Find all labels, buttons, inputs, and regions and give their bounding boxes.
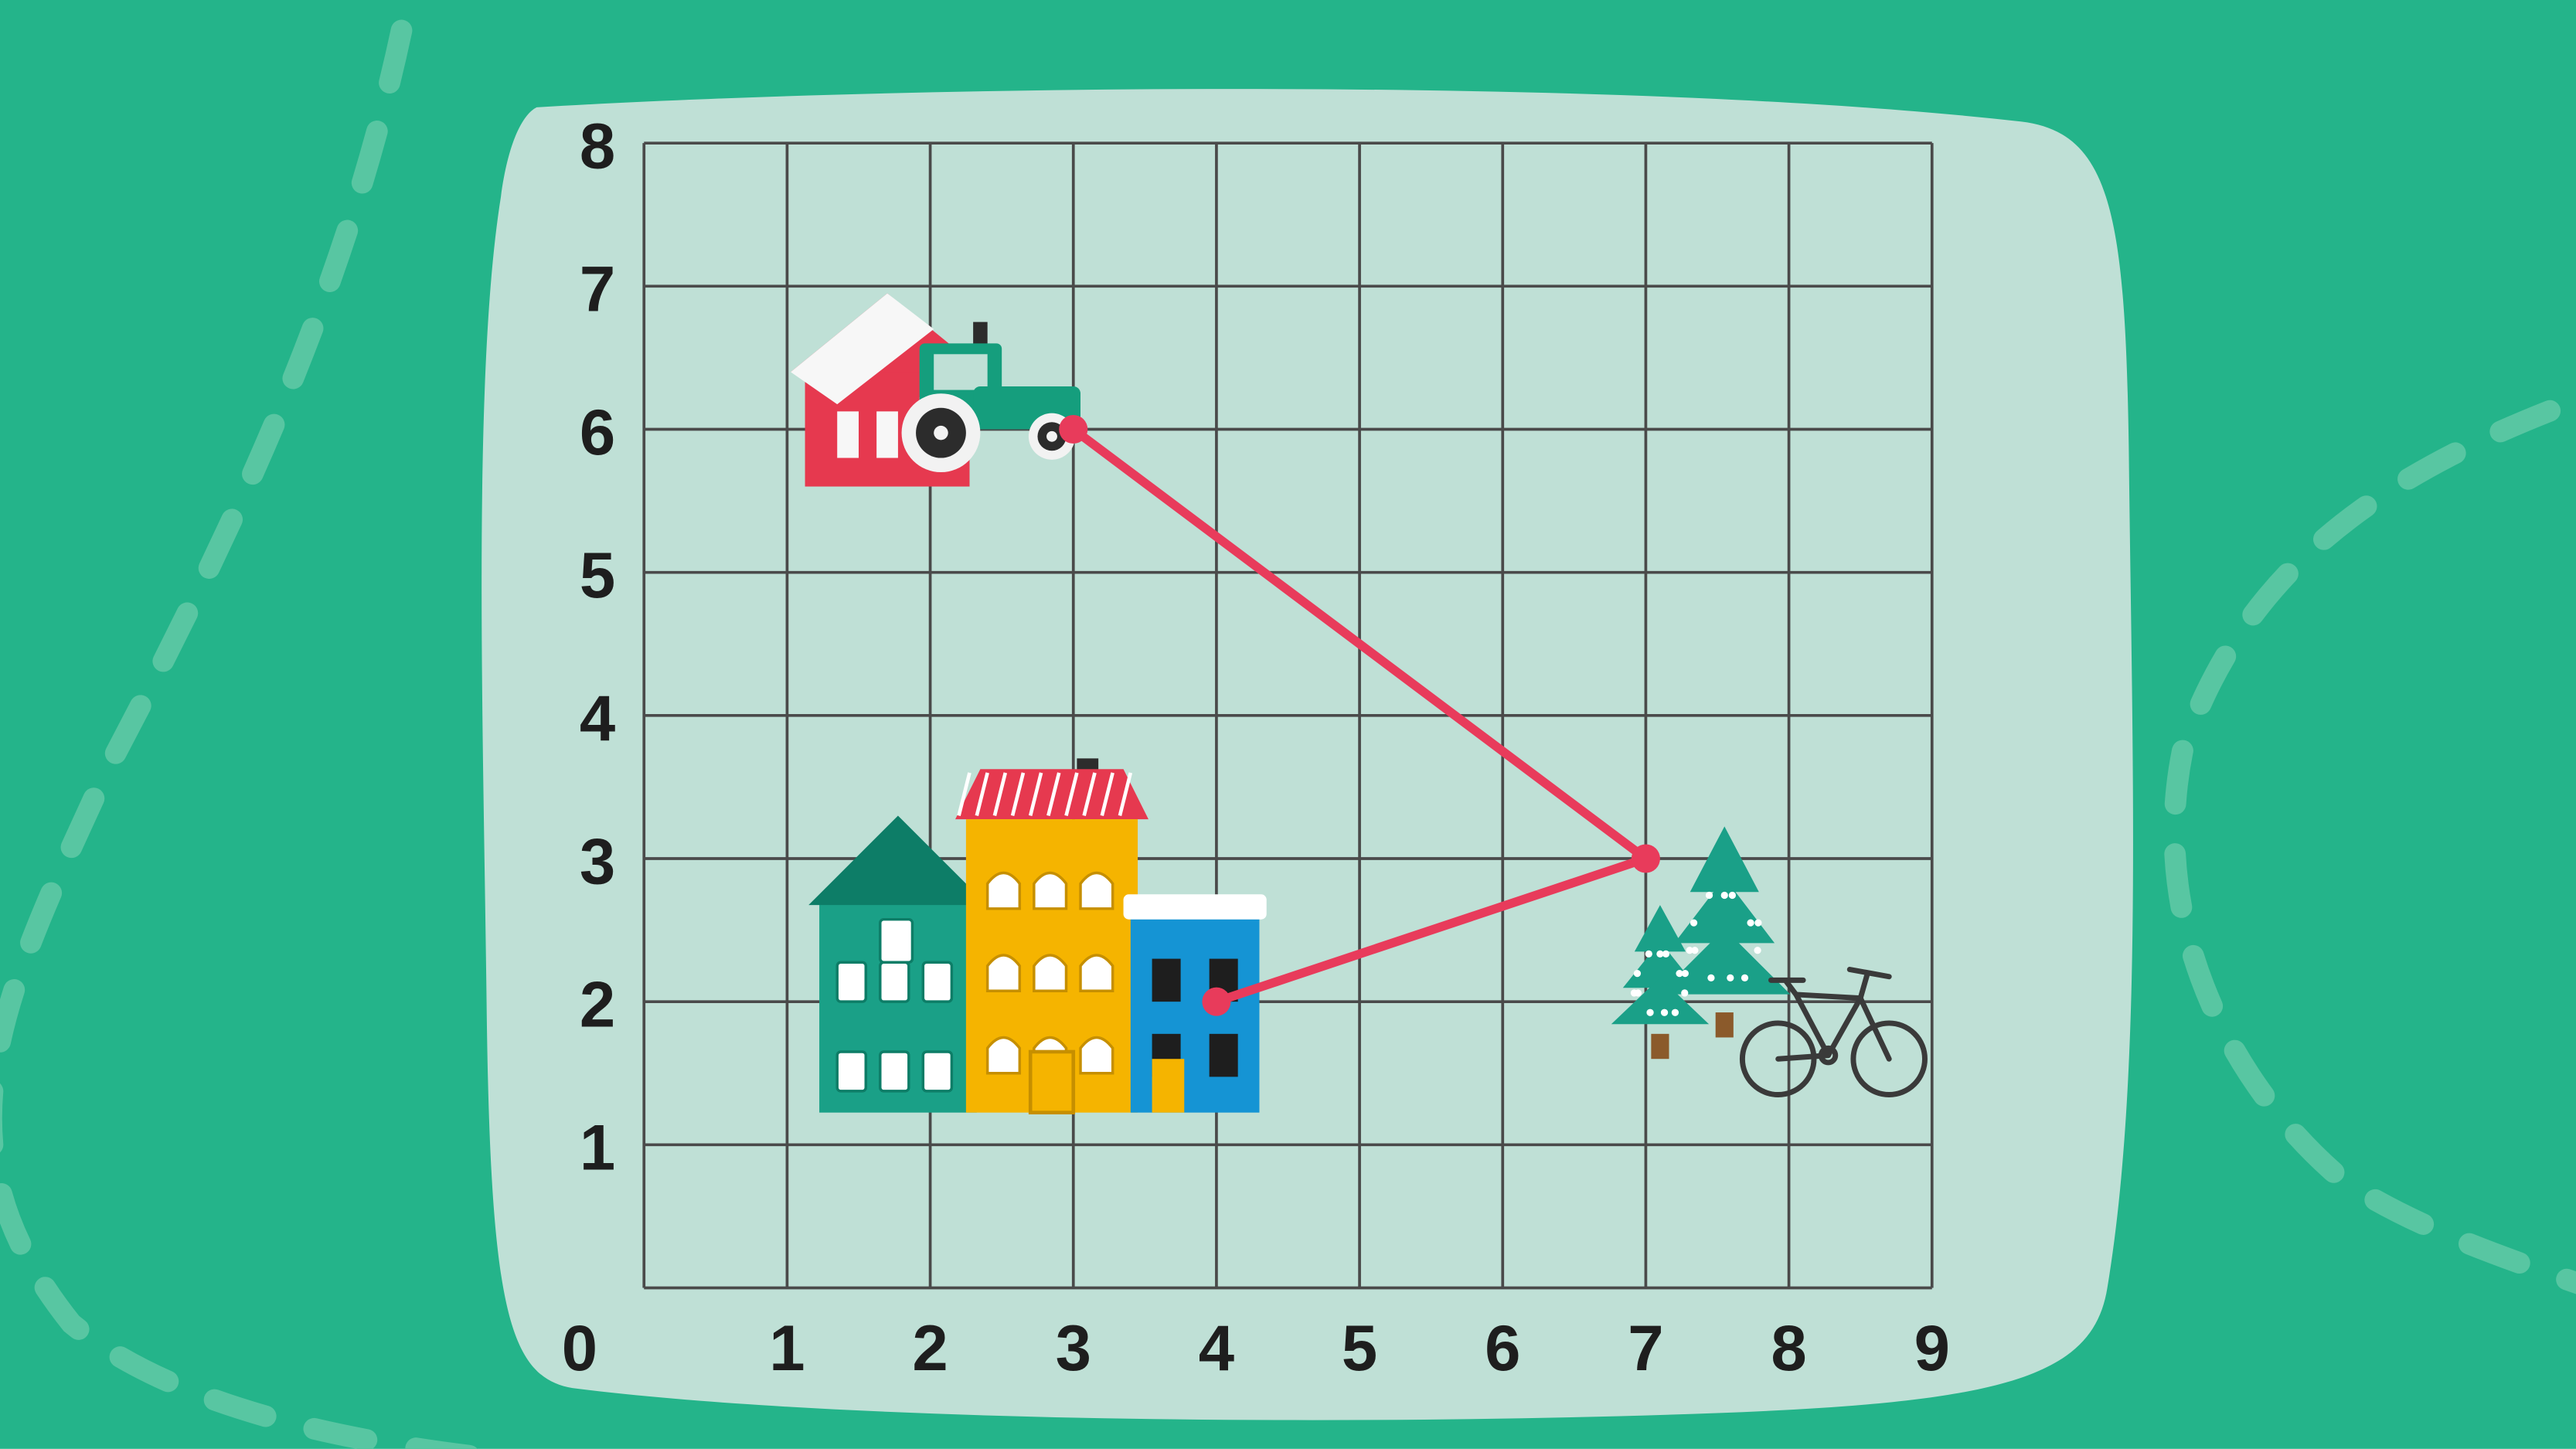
x-tick-label: 1 [769, 1312, 805, 1384]
y-tick-label: 7 [580, 253, 615, 325]
y-tick-label: 3 [580, 825, 615, 897]
x-tick-label: 4 [1199, 1312, 1234, 1384]
x-tick-label: 6 [1485, 1312, 1520, 1384]
y-tick-label: 1 [580, 1112, 615, 1184]
x-tick-label: 3 [1056, 1312, 1091, 1384]
y-tick-label: 5 [580, 539, 615, 611]
path-point [1202, 988, 1230, 1016]
y-tick-label: 2 [580, 969, 615, 1041]
stage: 0 1 2 3 4 5 6 7 8 9 1 2 3 4 5 6 7 8 [0, 0, 2576, 1449]
x-tick-label: 0 [562, 1312, 597, 1384]
grid-panel [482, 89, 2133, 1420]
y-tick-label: 6 [580, 396, 615, 468]
x-tick-label: 9 [1914, 1312, 1950, 1384]
x-tick-label: 8 [1771, 1312, 1806, 1384]
y-tick-label: 8 [580, 111, 615, 182]
path-point [1632, 844, 1660, 872]
path-point [1059, 415, 1087, 444]
x-tick-label: 7 [1628, 1312, 1663, 1384]
y-tick-label: 4 [580, 682, 615, 754]
x-tick-label: 5 [1342, 1312, 1377, 1384]
coordinate-scene: 0 1 2 3 4 5 6 7 8 9 1 2 3 4 5 6 7 8 [0, 0, 2576, 1449]
x-tick-label: 2 [912, 1312, 948, 1384]
